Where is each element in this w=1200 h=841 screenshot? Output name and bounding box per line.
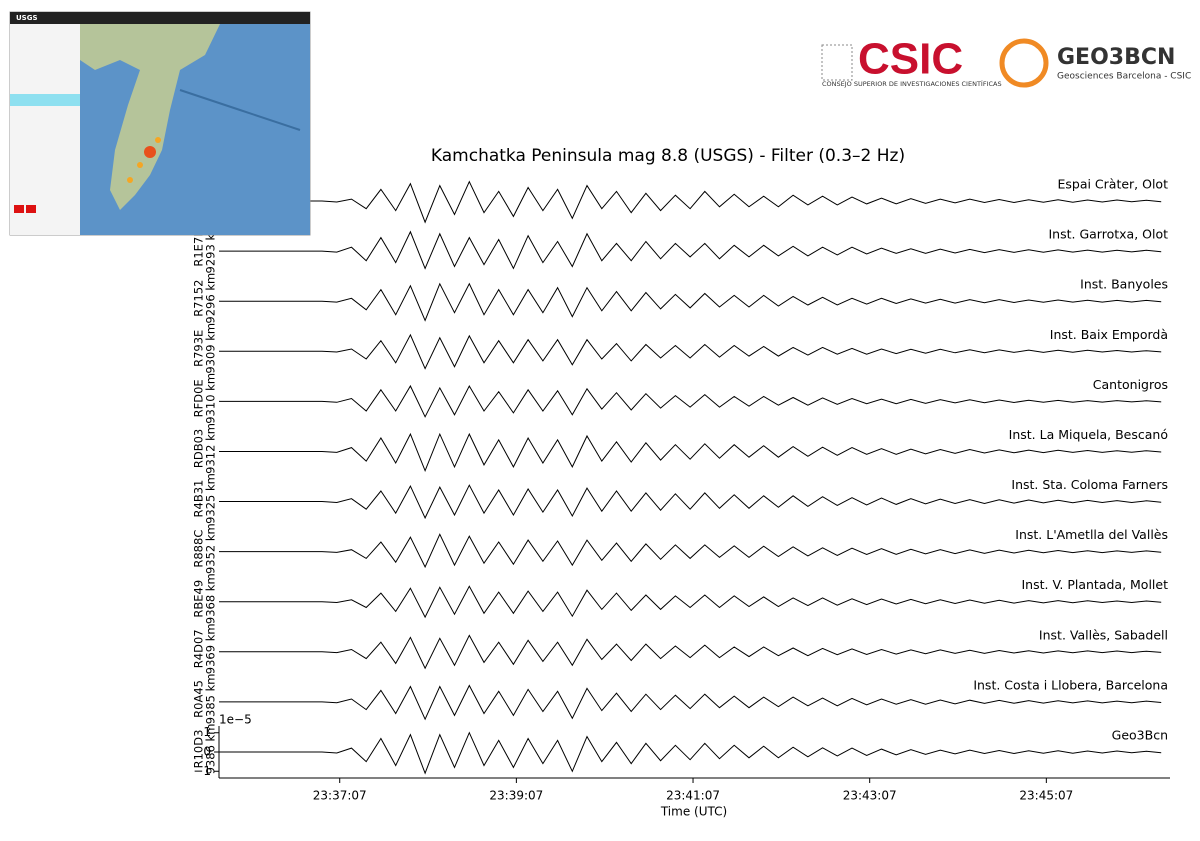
station-name: Inst. Banyoles bbox=[1080, 277, 1168, 292]
inset-map: USGS bbox=[9, 11, 311, 236]
y-tick-label: −1 bbox=[193, 764, 211, 778]
station-code: R4B31 bbox=[192, 480, 206, 518]
logos: CSIC CONSEJO SUPERIOR DE INVESTIGACIONES… bbox=[821, 35, 1191, 88]
inset-land bbox=[80, 24, 220, 210]
inset-aftershock bbox=[137, 162, 143, 168]
station-code: R1E7E bbox=[192, 230, 206, 267]
inset-epicenter bbox=[144, 146, 156, 158]
csic-subtitle: CONSEJO SUPERIOR DE INVESTIGACIONES CIEN… bbox=[822, 79, 1002, 88]
station-name: Inst. V. Plantada, Mollet bbox=[1021, 577, 1168, 592]
station-distance: 9385 km bbox=[204, 674, 218, 725]
inset-aftershock bbox=[127, 177, 133, 183]
x-tick-label: 23:37:07 bbox=[313, 789, 367, 803]
station-distance: 9296 km bbox=[204, 273, 218, 324]
station-code: RBE49 bbox=[192, 580, 206, 618]
trace bbox=[219, 180, 1162, 224]
inset-flag bbox=[26, 205, 36, 213]
trace bbox=[219, 282, 1162, 322]
trace bbox=[219, 731, 1162, 775]
inset-header-bar bbox=[10, 12, 310, 24]
inset-header: USGS bbox=[16, 14, 38, 22]
station-code: RFD0E bbox=[192, 379, 206, 417]
x-tick-label: 23:41:07 bbox=[666, 789, 720, 803]
y-tick-label: 0 bbox=[203, 745, 211, 759]
trace bbox=[219, 384, 1162, 418]
geo-subtitle: Geosciences Barcelona - CSIC bbox=[1057, 72, 1191, 82]
y-scale-label: 1e−5 bbox=[219, 713, 252, 727]
trace bbox=[219, 333, 1162, 370]
x-axis-label: Time (UTC) bbox=[660, 805, 727, 819]
inset-aftershock bbox=[155, 137, 161, 143]
station-distance: 9325 km bbox=[204, 473, 218, 524]
x-tick-label: 23:45:07 bbox=[1019, 789, 1073, 803]
trace bbox=[219, 533, 1162, 569]
station-name: Inst. Garrotxa, Olot bbox=[1048, 227, 1168, 242]
station-code: R7152 bbox=[192, 280, 206, 317]
trace bbox=[219, 585, 1162, 619]
trace bbox=[219, 634, 1162, 670]
trace bbox=[219, 230, 1162, 270]
csic-emblem bbox=[821, 44, 853, 81]
y-tick-label: 1 bbox=[203, 725, 211, 739]
geo-logo: GEO3BCN bbox=[1057, 45, 1175, 70]
station-code: R10D3 bbox=[192, 730, 206, 769]
station-code: R793E bbox=[192, 330, 206, 367]
station-distance: 9386 km bbox=[204, 724, 218, 775]
inset-selected-row bbox=[10, 94, 80, 106]
station-distance: 9352 km bbox=[204, 523, 218, 574]
station-code: R888C bbox=[192, 530, 206, 568]
station-name: Inst. L'Ametlla del Vallès bbox=[1015, 527, 1168, 542]
inset-flag bbox=[14, 205, 24, 213]
station-name: Cantonigros bbox=[1093, 377, 1168, 392]
station-distance: 9309 km bbox=[204, 323, 218, 374]
csic-logo: CSIC bbox=[858, 35, 963, 84]
trace bbox=[219, 684, 1162, 721]
station-distance: 9310 km bbox=[204, 373, 218, 424]
station-distance: 9312 km bbox=[204, 423, 218, 474]
station-name: Inst. Sta. Coloma Farners bbox=[1011, 477, 1168, 492]
x-tick-label: 23:43:07 bbox=[843, 789, 897, 803]
station-name: Espai Cràter, Olot bbox=[1057, 177, 1168, 192]
station-name: Inst. La Miquela, Bescanó bbox=[1009, 427, 1168, 442]
station-distance: 9369 km bbox=[204, 623, 218, 674]
station-code: RDB03 bbox=[192, 429, 206, 468]
station-name: Inst. Costa i Llobera, Barcelona bbox=[973, 677, 1168, 692]
inset-trench bbox=[179, 89, 301, 131]
station-name: Geo3Bcn bbox=[1112, 728, 1168, 743]
station-code: R0A45 bbox=[192, 680, 206, 718]
chart-title: Kamchatka Peninsula mag 8.8 (USGS) - Fil… bbox=[431, 146, 905, 166]
trace bbox=[219, 432, 1162, 473]
station-name: Inst. Vallès, Sabadell bbox=[1039, 627, 1168, 642]
trace bbox=[219, 484, 1162, 520]
x-tick-label: 23:39:07 bbox=[489, 789, 543, 803]
geo-emblem bbox=[999, 38, 1049, 88]
station-distance: 9368 km bbox=[204, 573, 218, 624]
inset-sidebar bbox=[10, 24, 80, 235]
station-code: R4D07 bbox=[192, 629, 206, 668]
station-name: Inst. Baix Empordà bbox=[1050, 327, 1168, 342]
